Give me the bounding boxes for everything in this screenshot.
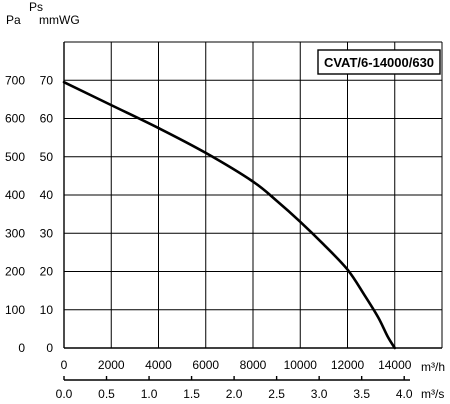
y-tick-label-mmwg: 10 <box>40 303 54 317</box>
series <box>62 80 397 350</box>
y-tick-label-mmwg: 30 <box>40 226 54 240</box>
x-tick-label-m3s: 2.0 <box>226 387 243 401</box>
x-axis-unit-m3h: m³/h <box>421 360 445 374</box>
x-tick-label-m3s: 0.5 <box>98 387 115 401</box>
y-tick-label-mmwg: 50 <box>40 150 54 164</box>
x-tick-label-m3h: 4000 <box>145 358 172 372</box>
model-label: CVAT/6-14000/630 <box>324 55 434 70</box>
pressure-curve-line <box>62 80 397 350</box>
x-tick-label-m3s: 0.0 <box>56 387 73 401</box>
x-tick-label-m3s: 2.5 <box>268 387 285 401</box>
grid <box>64 41 443 348</box>
y-tick-label-pa: 0 <box>18 341 25 355</box>
y-axis-unit-pa: Pa <box>6 13 21 27</box>
y-tick-label-pa: 400 <box>5 188 25 202</box>
x-tick-label-m3s: 3.0 <box>311 387 328 401</box>
x-tick-label-m3s: 4.0 <box>396 387 413 401</box>
x-tick-label-m3h: 0 <box>61 358 68 372</box>
x-tick-label-m3s: 1.0 <box>141 387 158 401</box>
y-tick-label-mmwg: 40 <box>40 188 54 202</box>
model-label-box: CVAT/6-14000/630 <box>317 49 441 75</box>
x-tick-label-m3h: 14000 <box>378 358 412 372</box>
x-tick-label-m3h: 2000 <box>98 358 125 372</box>
x-tick-label-m3s: 1.5 <box>183 387 200 401</box>
x-axis-unit-m3s: m³/s <box>421 387 444 401</box>
x-tick-label-m3h: 6000 <box>192 358 219 372</box>
axes <box>63 42 442 381</box>
y-tick-label-mmwg: 0 <box>46 341 53 355</box>
y-tick-label-pa: 100 <box>5 303 25 317</box>
y-tick-label-pa: 500 <box>5 150 25 164</box>
x-tick-label-m3h: 8000 <box>240 358 267 372</box>
y-axis-unit-mmwg: mmWG <box>39 13 80 27</box>
y-tick-label-pa: 600 <box>5 112 25 126</box>
y-tick-label-mmwg: 20 <box>40 265 54 279</box>
x-tick-label-m3h: 12000 <box>331 358 365 372</box>
y-tick-label-pa: 700 <box>5 73 25 87</box>
y-tick-label-pa: 200 <box>5 265 25 279</box>
y-tick-label-mmwg: 70 <box>40 73 54 87</box>
y-tick-label-mmwg: 60 <box>40 112 54 126</box>
y-tick-label-pa: 300 <box>5 226 25 240</box>
x-tick-label-m3s: 3.5 <box>353 387 370 401</box>
x-tick-label-m3h: 10000 <box>284 358 318 372</box>
y-axis-label-ps: Ps <box>29 0 43 14</box>
